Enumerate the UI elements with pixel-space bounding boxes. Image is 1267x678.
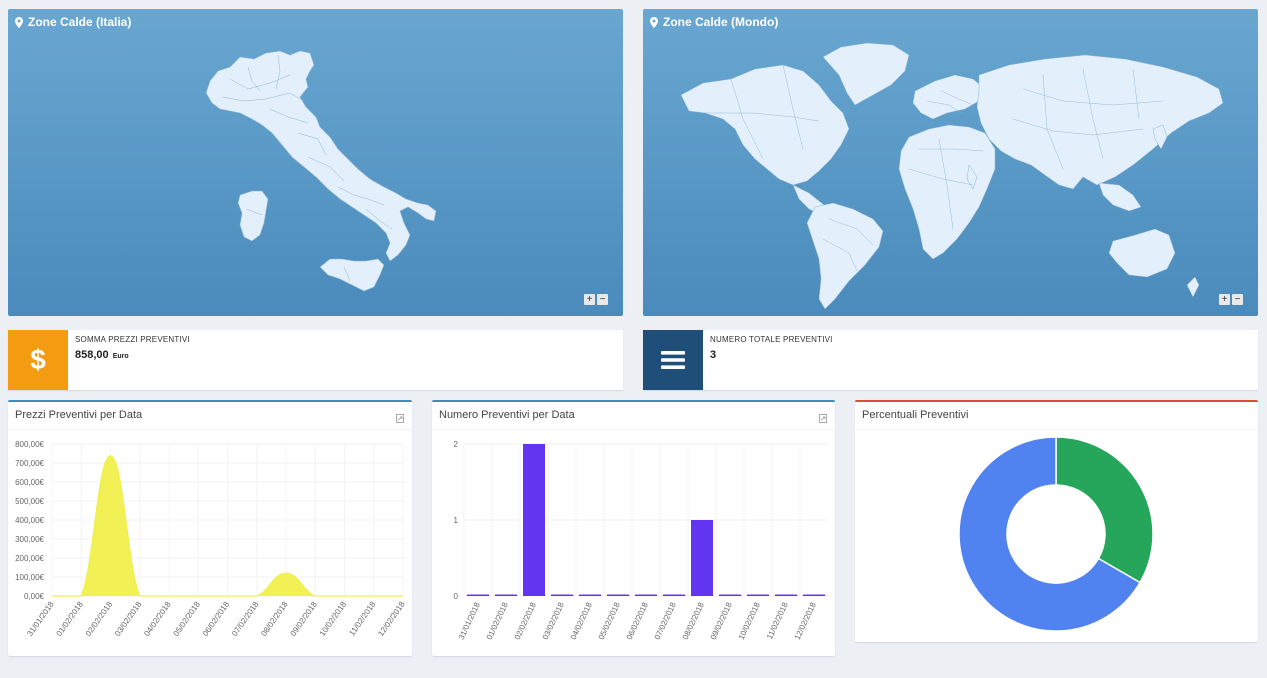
- y-tick-label: 700,00€: [15, 459, 44, 468]
- x-tick-label: 04/02/2018: [142, 600, 173, 638]
- x-tick-label: 06/02/2018: [625, 601, 650, 642]
- x-tick-label: 01/02/2018: [485, 601, 510, 642]
- x-tick-label: 10/02/2018: [318, 600, 349, 638]
- total-count-info-box: NUMERO TOTALE PREVENTIVI 3: [643, 330, 1258, 390]
- x-tick-label: 03/02/2018: [541, 601, 566, 642]
- x-tick-label: 02/02/2018: [513, 601, 538, 642]
- prices-area-chart: 0,00€ 100,00€ 200,00€ 300,00€ 400,00€ 500,00€…: [15, 440, 407, 638]
- x-tick-label: 07/02/2018: [653, 601, 678, 642]
- svg-text:$: $: [30, 346, 46, 374]
- bar: [719, 594, 741, 596]
- x-tick-label: 11/02/2018: [765, 601, 790, 641]
- y-tick-label: 200,00€: [15, 554, 44, 563]
- prices-chart-box: Prezzi Preventivi per Data 0,00€ 100,00€ 2…: [8, 400, 412, 656]
- doughnut-slice: [1055, 436, 1154, 584]
- x-tick-label: 10/02/2018: [737, 601, 762, 642]
- x-tick-label: 08/02/2018: [259, 600, 290, 638]
- bar: [803, 594, 825, 596]
- x-tick-label: 04/02/2018: [569, 601, 594, 642]
- x-tick-label: 31/01/2018: [457, 601, 482, 642]
- bar: [663, 594, 685, 596]
- bar: [495, 594, 517, 596]
- total-price-unit: Euro: [112, 353, 129, 360]
- x-tick-label: 09/02/2018: [289, 600, 320, 638]
- italy-map[interactable]: [8, 9, 623, 316]
- zoom-in-button[interactable]: +: [1219, 294, 1230, 305]
- prices-chart-title: Prezzi Preventivi per Data: [15, 409, 143, 421]
- counts-chart-title: Numero Preventivi per Data: [439, 409, 575, 421]
- info-box-label: SOMMA PREZZI PREVENTIVI: [75, 335, 190, 344]
- counts-chart-box: Numero Preventivi per Data 0 1 2 31/01/2018…: [432, 400, 835, 656]
- area-series-line: [52, 455, 403, 597]
- x-tick-label: 02/02/2018: [84, 600, 115, 638]
- y-tick-label: 0: [454, 592, 459, 601]
- bar: [747, 594, 769, 596]
- italy-map-title-text: Zone Calde (Italia): [28, 15, 132, 29]
- x-tick-label: 05/02/2018: [172, 600, 203, 638]
- x-tick-label: 06/02/2018: [201, 600, 232, 638]
- box-header: Percentuali Preventivi: [855, 402, 1258, 430]
- dollar-icon: $: [8, 330, 68, 390]
- zoom-in-button[interactable]: +: [584, 294, 595, 305]
- percent-chart-box: Percentuali Preventivi: [855, 400, 1258, 642]
- bar: [523, 444, 545, 596]
- x-tick-label: 03/02/2018: [113, 600, 144, 638]
- bar: [691, 520, 713, 596]
- y-tick-label: 600,00€: [15, 478, 44, 487]
- y-tick-label: 1: [454, 516, 459, 525]
- y-tick-label: 800,00€: [15, 440, 44, 449]
- x-tick-label: 01/02/2018: [55, 600, 86, 638]
- y-tick-label: 500,00€: [15, 497, 44, 506]
- world-map[interactable]: [643, 9, 1258, 316]
- total-price-info-box: $ SOMMA PREZZI PREVENTIVI 858,00 Euro: [8, 330, 623, 390]
- x-tick-label: 12/02/2018: [793, 601, 818, 642]
- x-tick-label: 31/01/2018: [25, 600, 56, 638]
- counts-bar-chart: 0 1 2 31/01/2018 01/02/2018 02/02/2018 03/02/2…: [454, 440, 828, 642]
- info-box-value: 858,00 Euro: [75, 349, 129, 361]
- total-price-value: 858,00: [75, 349, 109, 361]
- y-tick-label: 400,00€: [15, 516, 44, 525]
- y-tick-label: 2: [454, 440, 459, 449]
- italy-zoom-controls: + −: [584, 294, 608, 305]
- zoom-out-button[interactable]: −: [597, 294, 608, 305]
- y-tick-label: 0,00€: [24, 592, 45, 601]
- world-zoom-controls: + −: [1219, 294, 1243, 305]
- bar: [775, 594, 797, 596]
- bar: [579, 594, 601, 596]
- export-icon[interactable]: [396, 410, 404, 428]
- bars-icon: [643, 330, 703, 390]
- x-tick-label: 09/02/2018: [709, 601, 734, 642]
- bar: [607, 594, 629, 596]
- y-tick-label: 300,00€: [15, 535, 44, 544]
- x-tick-label: 07/02/2018: [230, 600, 261, 638]
- world-map-panel[interactable]: Zone Calde (Mondo) + −: [643, 9, 1258, 316]
- doughnut-slice: [958, 436, 1142, 632]
- map-marker-icon: [15, 16, 23, 28]
- italy-map-panel[interactable]: Zone Calde (Italia) + −: [8, 9, 623, 316]
- total-count-value: 3: [710, 349, 717, 361]
- bar: [467, 594, 489, 596]
- world-map-title-text: Zone Calde (Mondo): [663, 15, 779, 29]
- italy-map-title: Zone Calde (Italia): [15, 15, 131, 29]
- area-series: [52, 455, 403, 596]
- x-tick-label: 12/02/2018: [376, 600, 407, 638]
- x-tick-label: 05/02/2018: [597, 601, 622, 642]
- info-box-label: NUMERO TOTALE PREVENTIVI: [710, 335, 833, 344]
- bar: [635, 594, 657, 596]
- world-map-title: Zone Calde (Mondo): [650, 15, 778, 29]
- x-tick-label: 11/02/2018: [347, 600, 377, 638]
- map-marker-icon: [650, 16, 658, 28]
- box-header: Prezzi Preventivi per Data: [8, 402, 412, 430]
- x-tick-label: 08/02/2018: [681, 601, 706, 642]
- box-header: Numero Preventivi per Data: [432, 402, 835, 430]
- percent-chart-title: Percentuali Preventivi: [862, 409, 969, 421]
- export-icon[interactable]: [819, 410, 827, 428]
- percent-doughnut-chart: [958, 436, 1154, 632]
- bar: [551, 594, 573, 596]
- zoom-out-button[interactable]: −: [1232, 294, 1243, 305]
- y-tick-label: 100,00€: [15, 573, 44, 582]
